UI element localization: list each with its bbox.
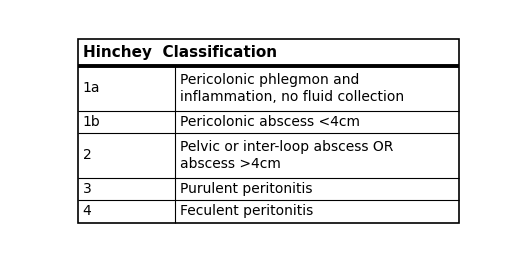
Text: 4: 4 <box>83 204 91 218</box>
Text: 3: 3 <box>83 182 91 196</box>
Text: Pelvic or inter-loop abscess OR
abscess >4cm: Pelvic or inter-loop abscess OR abscess … <box>180 140 394 171</box>
Text: Pericolonic phlegmon and
inflammation, no fluid collection: Pericolonic phlegmon and inflammation, n… <box>180 73 404 104</box>
Text: Pericolonic abscess <4cm: Pericolonic abscess <4cm <box>180 115 360 129</box>
Text: Hinchey  Classification: Hinchey Classification <box>83 45 277 60</box>
Text: Purulent peritonitis: Purulent peritonitis <box>180 182 312 196</box>
Text: 1b: 1b <box>83 115 100 129</box>
Text: 1a: 1a <box>83 81 100 95</box>
Text: 2: 2 <box>83 148 91 162</box>
Text: Feculent peritonitis: Feculent peritonitis <box>180 204 313 218</box>
